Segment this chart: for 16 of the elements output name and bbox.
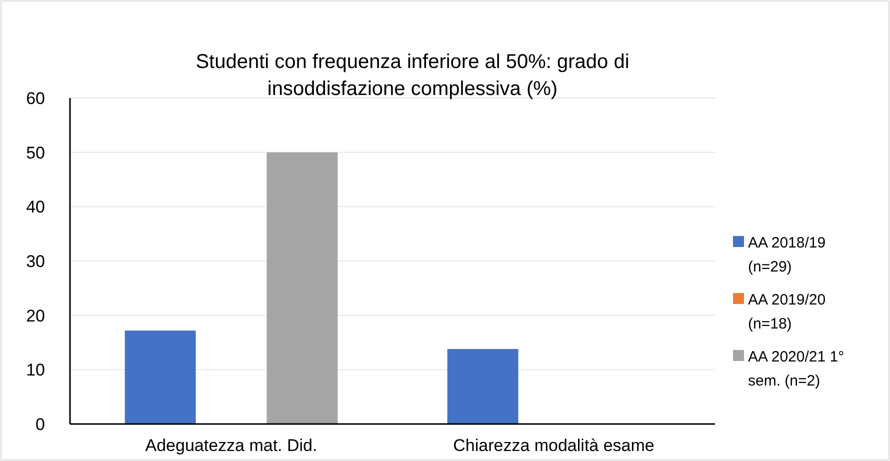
y-tick-label: 0: [36, 414, 45, 434]
chart-title: Studenti con frequenza inferiore al 50%: grado di insoddisfazione complessiva (%): [196, 51, 630, 100]
y-tick-label: 60: [26, 88, 45, 108]
y-tick-label: 30: [26, 252, 45, 271]
legend-label: AA 2018/19 (n=29): [748, 234, 826, 276]
y-tick-label: 50: [26, 143, 45, 162]
y-tick-label: 20: [26, 306, 45, 326]
legend-label: AA 2019/20 (n=18): [748, 291, 826, 332]
bar: [447, 349, 518, 424]
bar: [124, 330, 196, 424]
bar: [266, 152, 338, 424]
x-tick-label: Chiarezza modalità esame: [453, 436, 654, 455]
y-tick-label: 40: [26, 198, 45, 217]
y-tick-label: 10: [26, 360, 45, 380]
x-tick-label: Adeguatezza mat. Did.: [145, 436, 318, 455]
legend-label: AA 2020/21 1° sem. (n=2): [748, 348, 844, 390]
